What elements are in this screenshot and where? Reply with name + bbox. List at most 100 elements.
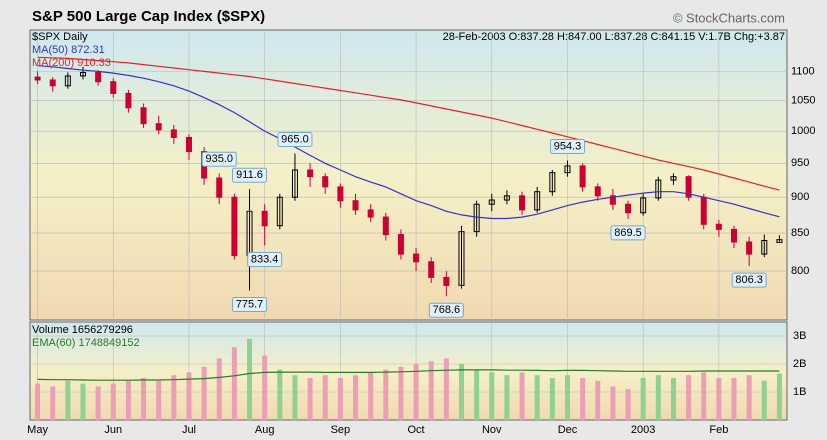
- annotation-box: [232, 167, 268, 183]
- y-tick-label: 800: [791, 265, 809, 277]
- annotation-box: [610, 225, 646, 241]
- candle-body: [715, 223, 722, 230]
- candle-body: [413, 253, 420, 263]
- volume-bar: [353, 375, 359, 420]
- volume-bar: [383, 369, 389, 420]
- candle-body: [731, 228, 738, 243]
- x-tick-label: 2003: [631, 424, 655, 436]
- candle-body: [231, 196, 238, 257]
- annotation: 954.3: [554, 140, 582, 152]
- x-tick-label: Nov: [482, 424, 502, 436]
- volume-bar: [731, 378, 737, 420]
- candle-body: [776, 239, 783, 244]
- volume-bar: [337, 378, 343, 420]
- volume-bar: [701, 372, 707, 420]
- volume-bar: [186, 372, 192, 420]
- candle-body: [64, 75, 71, 87]
- volume-bar: [549, 378, 555, 420]
- candle-body: [382, 216, 389, 236]
- annotation-box: [232, 296, 268, 312]
- volume-bar: [398, 366, 404, 420]
- x-tick-label: May: [27, 424, 48, 436]
- candle-body: [488, 199, 495, 205]
- y-tick-label: 1050: [791, 94, 815, 106]
- annotation: 768.6: [433, 304, 461, 316]
- candle-body: [140, 107, 147, 125]
- volume-bar: [35, 383, 41, 420]
- candle-body: [307, 169, 314, 178]
- candle-body: [291, 169, 298, 198]
- candle-body: [746, 241, 753, 255]
- y-tick-label: 1100: [791, 65, 815, 77]
- candle-body: [352, 200, 359, 211]
- volume-bar: [776, 373, 782, 420]
- annotation-box: [201, 151, 237, 167]
- candle-body: [458, 231, 465, 286]
- volume-bar: [65, 380, 71, 420]
- volume-bar: [125, 380, 131, 420]
- candle-body: [428, 261, 435, 278]
- line: [37, 56, 780, 191]
- volume-bar: [640, 378, 646, 420]
- candle-body: [34, 76, 41, 81]
- candle-body: [443, 276, 450, 286]
- source: © StockCharts.com: [673, 10, 785, 25]
- volume-bar: [95, 386, 101, 420]
- volume-bar: [110, 383, 116, 420]
- volume-bar: [413, 364, 419, 420]
- volume-bar: [595, 380, 601, 420]
- annotation: 806.3: [735, 274, 763, 286]
- volume-bar: [716, 378, 722, 420]
- annotation: 775.7: [236, 298, 264, 310]
- y-tick-label: 1000: [791, 125, 815, 137]
- legend-ma50: MA(50) 872.31: [32, 44, 105, 56]
- candle-body: [549, 172, 556, 193]
- candle-body: [670, 176, 677, 181]
- candle-body: [609, 195, 616, 205]
- candle-body: [337, 186, 344, 202]
- volume-bar: [428, 361, 434, 420]
- volume-bar: [519, 372, 525, 420]
- legend-ema: EMA(60) 1748849152: [32, 337, 140, 349]
- candle-body: [216, 177, 223, 198]
- volume-bar: [262, 355, 268, 420]
- annotation-box: [247, 251, 283, 267]
- candle-body: [640, 197, 647, 214]
- candle-body: [564, 165, 571, 174]
- volume-bar: [216, 358, 222, 420]
- legend-price: $SPX Daily: [32, 31, 88, 43]
- volume-bar: [686, 375, 692, 420]
- candle-body: [655, 179, 662, 199]
- annotation: 833.4: [251, 253, 279, 265]
- candle-body: [397, 234, 404, 255]
- volume-bar: [231, 347, 237, 420]
- x-tick-label: Feb: [709, 424, 728, 436]
- x-tick-label: Oct: [408, 424, 425, 436]
- volume-bar: [156, 380, 162, 420]
- chart-title: S&P 500 Large Cap Index ($SPX): [32, 8, 265, 25]
- candle-body: [95, 72, 102, 83]
- volume-bar: [277, 369, 283, 420]
- candle-body: [276, 196, 283, 227]
- volume-bar: [625, 389, 631, 420]
- candle-body: [685, 176, 692, 198]
- x-tick-label: Jun: [104, 424, 122, 436]
- volume-bar: [458, 364, 464, 420]
- candle-body: [79, 72, 86, 77]
- annotation-box: [428, 302, 464, 318]
- x-tick-label: Dec: [558, 424, 578, 436]
- annotation: 935.0: [205, 153, 233, 165]
- candle-body: [761, 240, 768, 255]
- y-tick-label: 2B: [793, 358, 806, 370]
- volume-bar: [368, 372, 374, 420]
- volume-bar: [201, 366, 207, 420]
- volume-bar: [761, 380, 767, 420]
- candle-body: [579, 165, 586, 188]
- volume-bar: [50, 386, 56, 420]
- volume-bar: [322, 375, 328, 420]
- y-tick-label: 900: [791, 191, 809, 203]
- volume-bar: [307, 378, 313, 420]
- volume-bar: [489, 372, 495, 420]
- candle-body: [594, 186, 601, 197]
- annotation-box: [731, 272, 767, 288]
